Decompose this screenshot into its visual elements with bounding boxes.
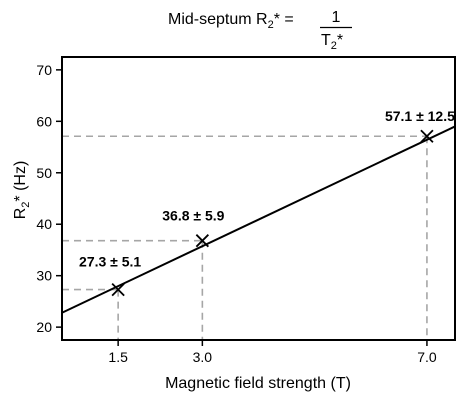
y-tick-label-3: 50 — [36, 165, 52, 181]
data-label-0: 27.3 ± 5.1 — [79, 254, 141, 270]
y-tick-label-2: 40 — [36, 216, 52, 232]
plot-area-frame — [61, 56, 456, 341]
data-label-1: 36.8 ± 5.9 — [162, 208, 224, 224]
title-prefix: Mid-septum R2* = — [168, 11, 294, 31]
data-point-1 — [195, 234, 209, 248]
y-tick-label-1: 30 — [36, 268, 52, 284]
y-tick-label-5: 70 — [36, 62, 52, 78]
data-point-0 — [111, 282, 125, 297]
data-label-2: 57.1 ± 12.5 — [385, 108, 455, 124]
fit-line-group — [61, 125, 456, 314]
x-tick-label-1: 3.0 — [193, 349, 213, 365]
fit-line — [61, 125, 456, 314]
y-tick-label-0: 20 — [36, 319, 52, 335]
x-tick-label-0: 1.5 — [108, 349, 128, 365]
x-axis-ticks: 1.5 3.0 7.0 — [108, 340, 437, 365]
y-axis-title: R2* (Hz) — [12, 161, 32, 220]
data-markers — [111, 129, 434, 297]
data-labels: 27.3 ± 5.1 36.8 ± 5.9 57.1 ± 12.5 — [79, 108, 455, 269]
svg-text:R2* (Hz): R2* (Hz) — [12, 161, 32, 220]
data-point-2 — [420, 129, 434, 143]
x-tick-label-2: 7.0 — [417, 349, 437, 365]
chart-title: Mid-septum R2* = 1 T2* — [168, 9, 352, 52]
guide-lines — [62, 135, 428, 340]
title-denominator: T2* — [321, 32, 343, 52]
x-axis-title: Magnetic field strength (T) — [165, 375, 351, 392]
y-tick-label-4: 60 — [36, 113, 52, 129]
title-numerator: 1 — [332, 9, 341, 26]
y-axis-ticks: 20 30 40 50 60 70 — [36, 62, 62, 335]
